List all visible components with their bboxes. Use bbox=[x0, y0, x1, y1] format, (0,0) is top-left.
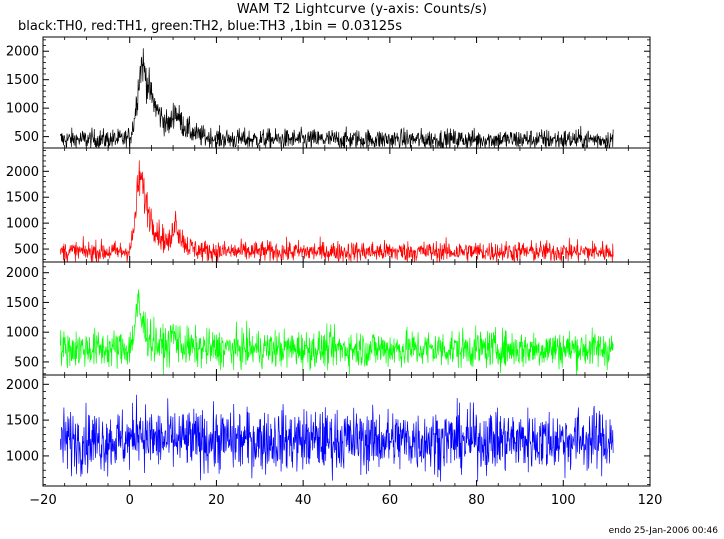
y-tick-label: 500 bbox=[14, 130, 39, 145]
y-tick-label: 2000 bbox=[6, 45, 39, 60]
y-tick-label: 1500 bbox=[6, 191, 39, 206]
y-tick-label: 2000 bbox=[6, 378, 39, 393]
y-tick-label: 2000 bbox=[6, 266, 39, 281]
chart-subtitle: black:TH0, red:TH1, green:TH2, blue:TH3 … bbox=[18, 19, 403, 34]
y-tick-label: 500 bbox=[14, 355, 39, 370]
x-tick-label: 100 bbox=[551, 493, 576, 508]
x-tick-label: 120 bbox=[638, 493, 663, 508]
y-tick-label: 1000 bbox=[6, 102, 39, 117]
y-tick-label: 2000 bbox=[6, 165, 39, 180]
author-timestamp: endo 25-Jan-2006 00:46 bbox=[608, 526, 718, 536]
lightcurve-series-th3 bbox=[59, 394, 614, 482]
panel-frame-th1 bbox=[42, 147, 651, 263]
x-tick-label: −20 bbox=[29, 493, 56, 508]
x-tick-label: 20 bbox=[208, 493, 225, 508]
y-tick-label: 1500 bbox=[6, 296, 39, 311]
y-tick-label: 1000 bbox=[6, 326, 39, 341]
y-tick-label: 500 bbox=[14, 243, 39, 258]
x-tick-label: 80 bbox=[468, 493, 485, 508]
x-tick-label: 60 bbox=[382, 493, 399, 508]
y-tick-label: 1000 bbox=[6, 449, 39, 464]
y-tick-label: 1500 bbox=[6, 414, 39, 429]
lightcurve-series-th1 bbox=[59, 160, 614, 263]
x-tick-label: 40 bbox=[295, 493, 312, 508]
x-tick-label: 0 bbox=[126, 493, 134, 508]
lightcurve-series-th0 bbox=[60, 48, 614, 149]
y-tick-label: 1500 bbox=[6, 73, 39, 88]
lightcurve-series-th2 bbox=[59, 289, 614, 375]
panel-frame-th3 bbox=[42, 374, 651, 487]
chart-title: WAM T2 Lightcurve (y-axis: Counts/s) bbox=[236, 2, 488, 17]
y-tick-label: 1000 bbox=[6, 217, 39, 232]
